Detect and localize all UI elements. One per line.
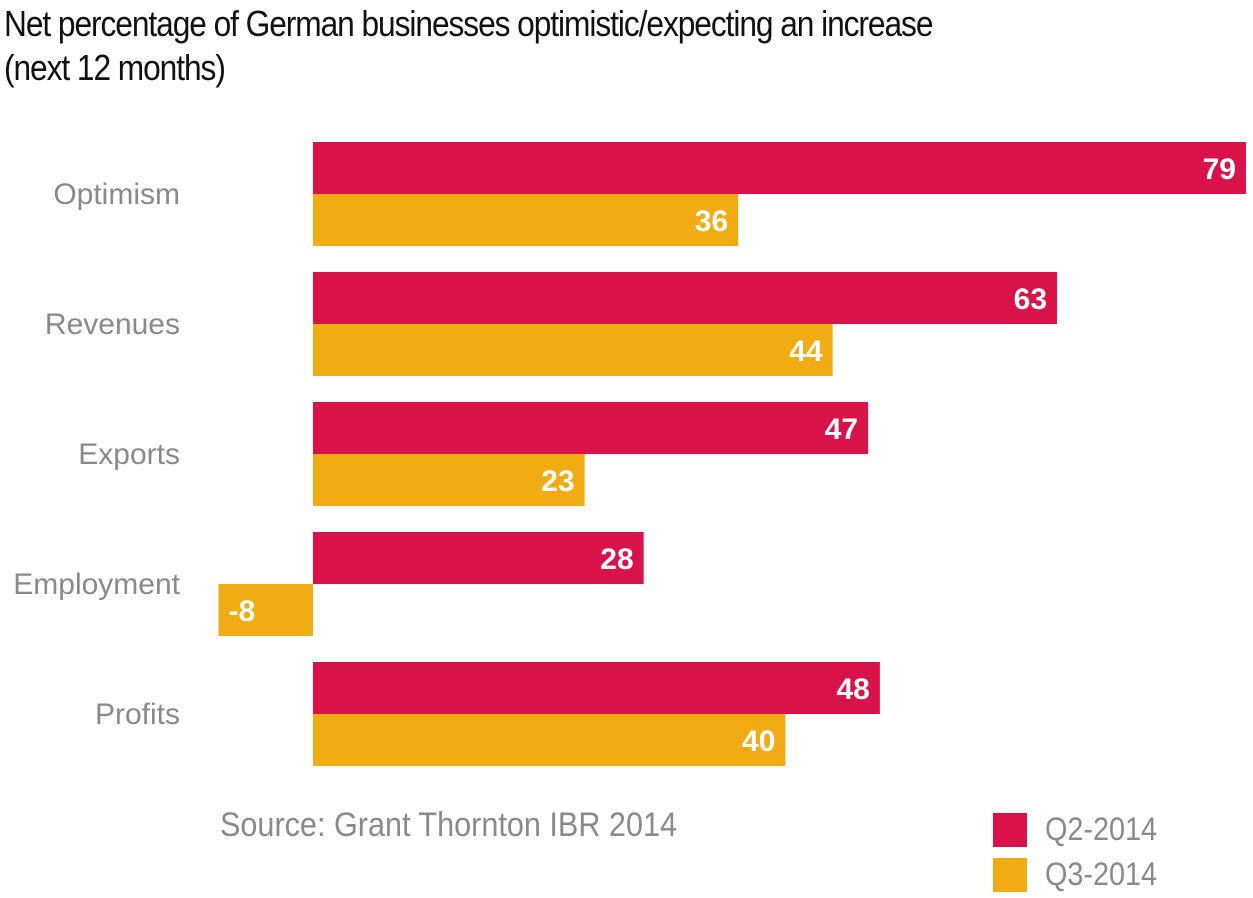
bar-q3-2014-exports <box>313 454 585 506</box>
bar-q3-2014-optimism <box>313 194 739 246</box>
data-label: 36 <box>695 205 728 238</box>
bar-q2-2014-employment <box>313 532 644 584</box>
data-label: 48 <box>837 673 870 706</box>
legend-item-q3: Q3-2014 <box>993 856 1170 893</box>
bar-q2-2014-revenues <box>313 272 1058 324</box>
category-label: Employment <box>13 568 180 601</box>
legend-label-q3: Q3-2014 <box>1045 856 1158 892</box>
bar-q3-2014-employment <box>218 584 313 636</box>
data-label: 63 <box>1014 283 1047 316</box>
category-label: Exports <box>78 438 180 471</box>
bar-q2-2014-optimism <box>313 142 1246 194</box>
bar-q3-2014-revenues <box>313 324 833 376</box>
data-label: 79 <box>1203 153 1236 186</box>
legend-label-q2: Q2-2014 <box>1045 811 1158 847</box>
data-label: 40 <box>742 725 775 758</box>
legend-swatch-q3 <box>993 857 1027 892</box>
category-label: Optimism <box>53 178 180 211</box>
category-label: Revenues <box>45 308 180 341</box>
data-label: 44 <box>789 335 823 368</box>
legend-swatch-q2 <box>993 812 1027 847</box>
data-label: 23 <box>541 465 574 498</box>
category-label: Profits <box>95 698 180 731</box>
data-label: 47 <box>825 413 858 446</box>
bar-q2-2014-profits <box>313 662 880 714</box>
data-label: -8 <box>229 595 256 628</box>
source-note: Source: Grant Thornton IBR 2014 <box>220 806 678 844</box>
bar-q2-2014-exports <box>313 402 869 454</box>
legend-item-q2: Q2-2014 <box>993 811 1170 848</box>
data-label: 28 <box>600 543 633 576</box>
chart-title: Net percentage of German businesses opti… <box>4 3 933 88</box>
bar-q3-2014-profits <box>313 714 786 766</box>
